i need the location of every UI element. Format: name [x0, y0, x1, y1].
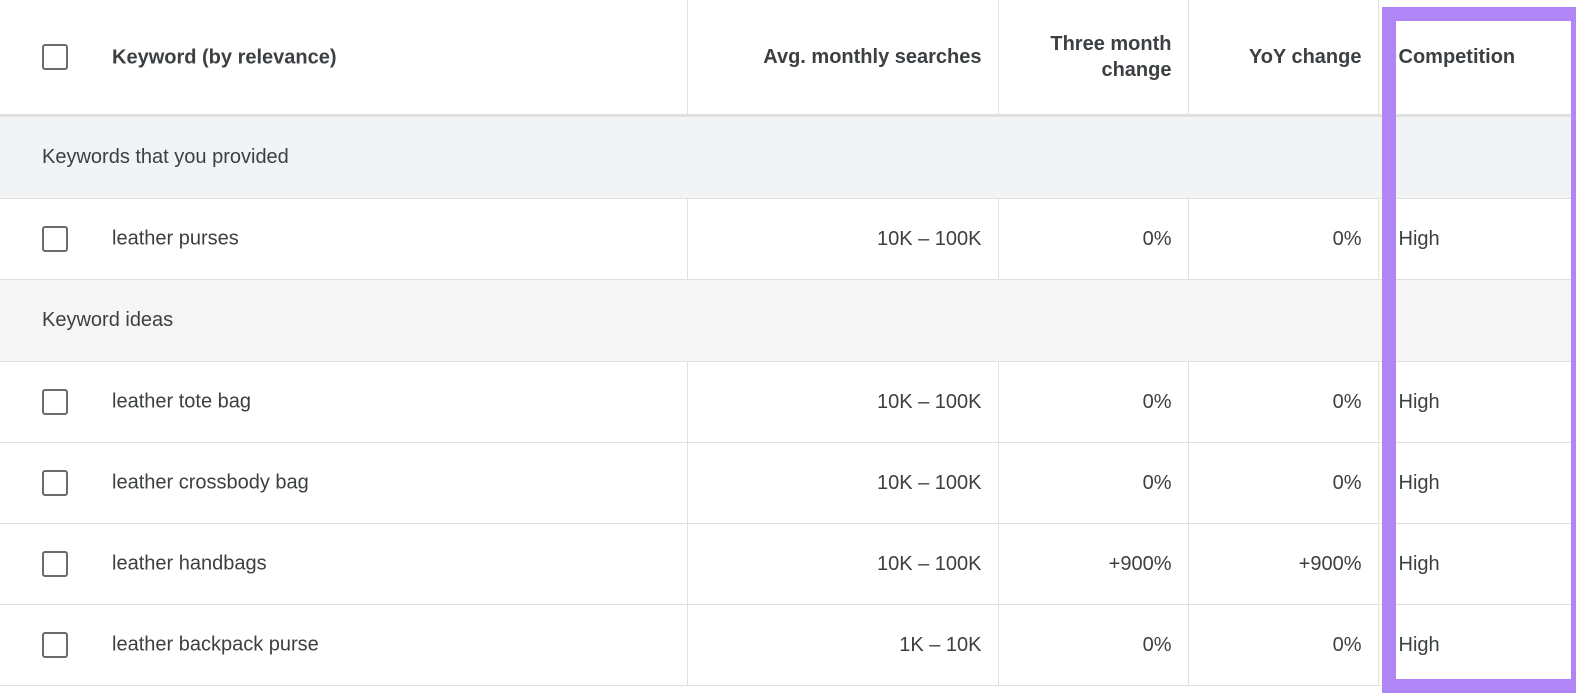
header-competition[interactable]: Competition — [1378, 0, 1576, 117]
header-three-month-change[interactable]: Three month change — [998, 0, 1189, 117]
searches-cell: 10K – 100K — [687, 442, 999, 524]
keyword-text: leather tote bag — [112, 390, 251, 413]
table-row: leather backpack purse 1K – 10K 0% 0% Hi… — [0, 604, 1576, 686]
three-month-cell: 0% — [998, 198, 1189, 280]
keyword-text: leather purses — [112, 227, 239, 250]
group-header-row: Keyword ideas — [0, 279, 1576, 362]
keyword-cell: leather backpack purse — [0, 604, 688, 686]
table-row: leather tote bag 10K – 100K 0% 0% High — [0, 361, 1576, 443]
table-row: leather handbags 10K – 100K +900% +900% … — [0, 523, 1576, 605]
competition-cell: High — [1378, 361, 1576, 443]
competition-cell: High — [1378, 198, 1576, 280]
three-month-cell: +900% — [998, 523, 1189, 605]
select-all-checkbox[interactable] — [42, 44, 68, 71]
row-checkbox[interactable] — [42, 632, 68, 658]
row-checkbox[interactable] — [42, 551, 68, 577]
row-checkbox[interactable] — [42, 226, 68, 252]
header-row: Keyword (by relevance) Avg. monthly sear… — [0, 0, 1576, 117]
keyword-cell: leather tote bag — [0, 361, 688, 443]
yoy-cell: 0% — [1188, 198, 1379, 280]
yoy-cell: 0% — [1188, 442, 1379, 524]
three-month-cell: 0% — [998, 604, 1189, 686]
table-row: leather crossbody bag 10K – 100K 0% 0% H… — [0, 442, 1576, 524]
group-header-row: Keywords that you provided — [0, 115, 1576, 199]
yoy-cell: 0% — [1188, 361, 1379, 443]
header-yoy-change[interactable]: YoY change — [1188, 0, 1379, 117]
group-label: Keywords that you provided — [0, 115, 1576, 199]
searches-cell: 10K – 100K — [687, 198, 999, 280]
three-month-cell: 0% — [998, 361, 1189, 443]
yoy-cell: +900% — [1188, 523, 1379, 605]
row-checkbox[interactable] — [42, 470, 68, 496]
keyword-cell: leather handbags — [0, 523, 688, 605]
competition-cell: High — [1378, 442, 1576, 524]
three-month-cell: 0% — [998, 442, 1189, 524]
searches-cell: 10K – 100K — [687, 523, 999, 605]
keyword-text: leather crossbody bag — [112, 471, 309, 494]
table-row: leather purses 10K – 100K 0% 0% High — [0, 198, 1576, 280]
header-avg-monthly-searches[interactable]: Avg. monthly searches — [687, 0, 999, 117]
competition-cell: High — [1378, 523, 1576, 605]
row-checkbox[interactable] — [42, 389, 68, 415]
header-keyword[interactable]: Keyword (by relevance) — [0, 0, 688, 117]
searches-cell: 10K – 100K — [687, 361, 999, 443]
competition-cell: High — [1378, 604, 1576, 686]
yoy-cell: 0% — [1188, 604, 1379, 686]
keyword-cell: leather crossbody bag — [0, 442, 688, 524]
group-label: Keyword ideas — [0, 279, 1576, 362]
keyword-text: leather backpack purse — [112, 633, 319, 656]
searches-cell: 1K – 10K — [687, 604, 999, 686]
keyword-cell: leather purses — [0, 198, 688, 280]
keyword-text: leather handbags — [112, 552, 267, 575]
